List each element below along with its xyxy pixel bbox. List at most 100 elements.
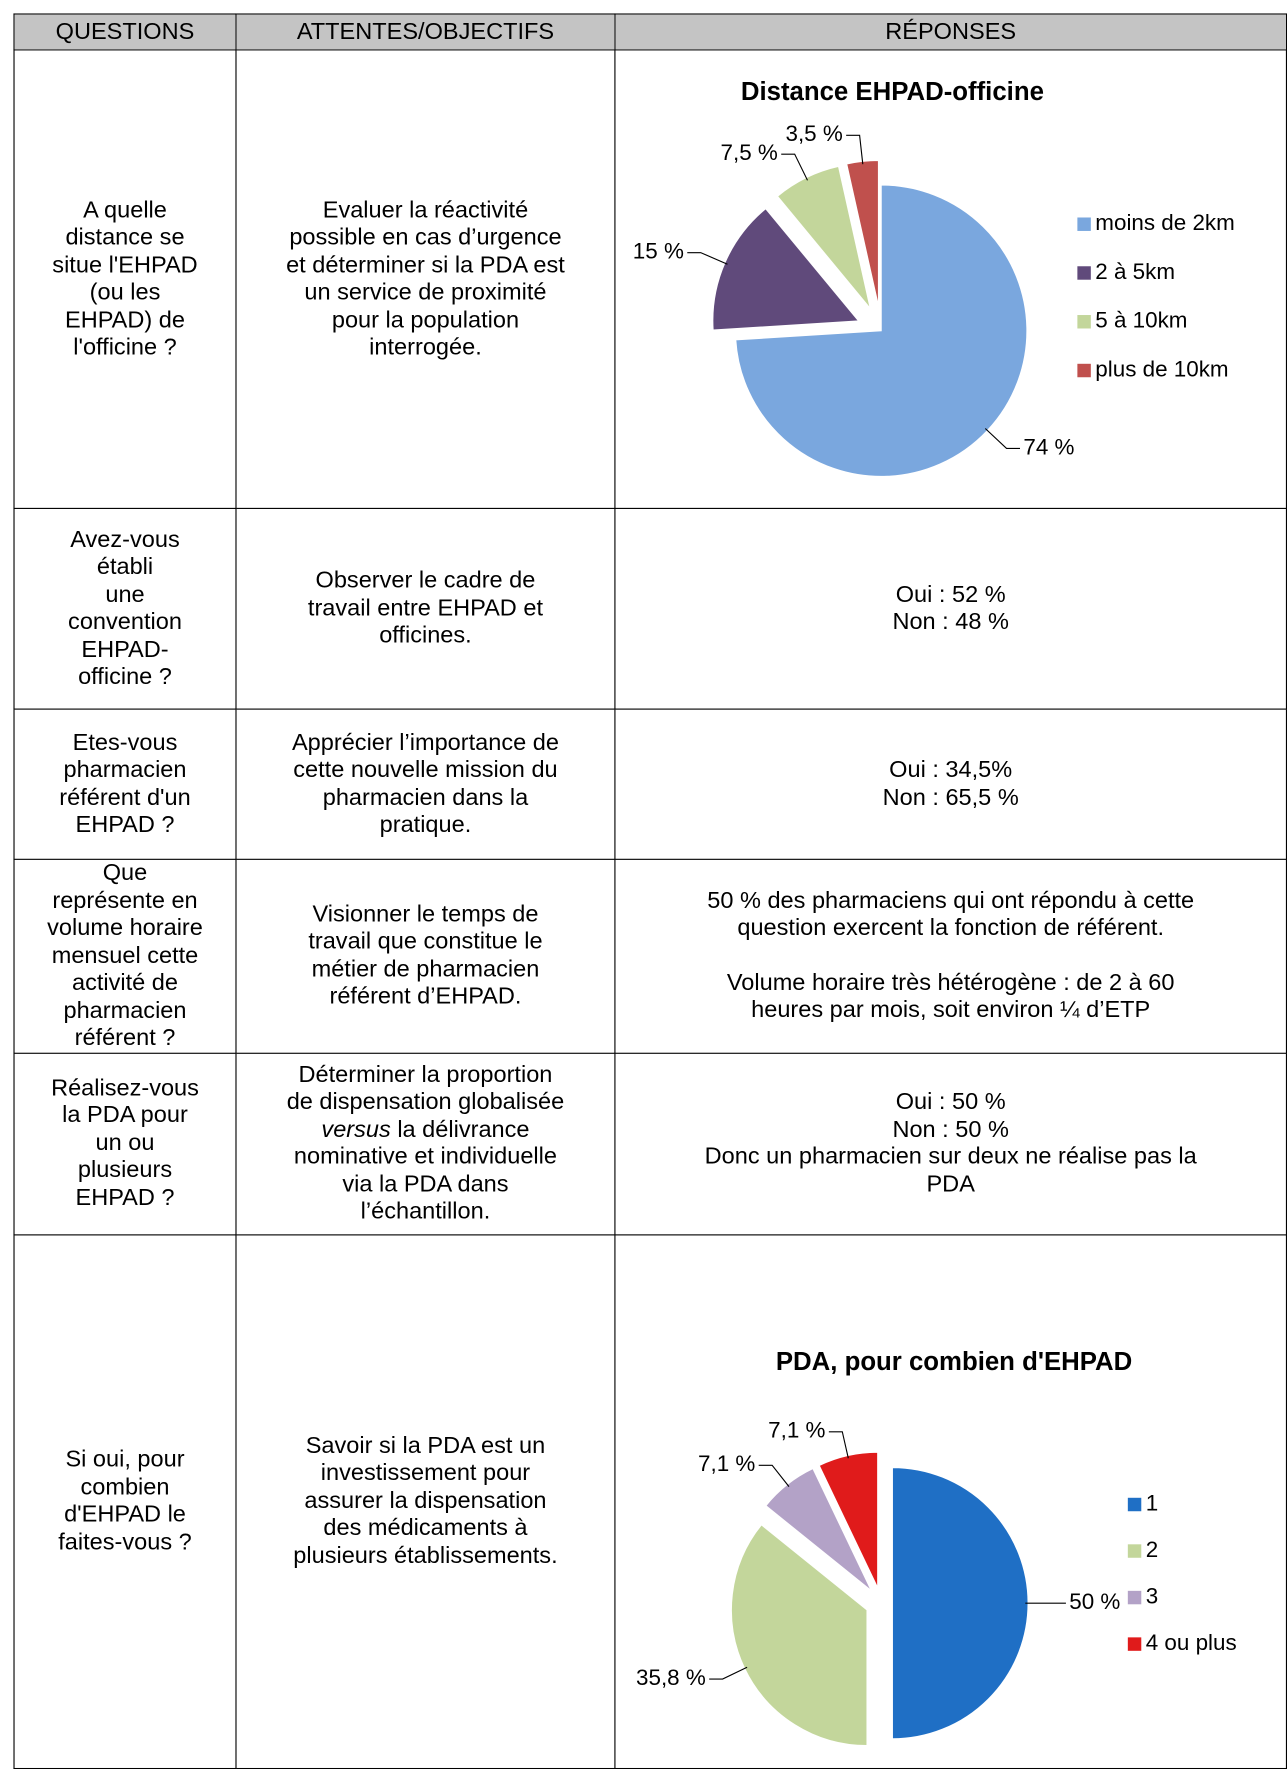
text-line: Apprécier l’importance de xyxy=(291,729,559,756)
text-line: référent ? xyxy=(74,1024,176,1051)
legend-label: plus de 10km xyxy=(1095,356,1228,381)
text-block: A quelle distance se situe l'EHPAD (ou les E… xyxy=(15,197,236,362)
text-line: officine ? xyxy=(78,663,172,690)
chart-title: Distance EHPAD-officine xyxy=(741,78,1044,106)
text-line: interrogée. xyxy=(369,334,482,360)
leader-line xyxy=(846,134,864,165)
table-row: Avez-vous établi une convention EHPAD-offici… xyxy=(13,507,1287,710)
text-block: Réalisez-vous la PDA pour un ou plusieurs EH… xyxy=(15,1075,236,1212)
text-line: situe l'EHPAD xyxy=(52,251,198,278)
question-cell: A quelle distance se situe l'EHPAD (ou les E… xyxy=(13,49,237,509)
table-row: A quelle distance se situe l'EHPAD (ou les E… xyxy=(13,49,1287,509)
text-line: (ou les xyxy=(89,279,161,305)
text-line: volume horaire xyxy=(47,914,203,941)
text-line: Déterminer la proportion xyxy=(298,1061,553,1087)
objective-cell: Observer le cadre de travail entre EHPAD … xyxy=(235,507,616,710)
leader-line xyxy=(758,1464,790,1487)
text-line: 50 % des pharmaciens qui ont répondu à c… xyxy=(707,887,1195,914)
text-line: EHPAD) de xyxy=(65,306,185,333)
objective-cell: Apprécier l’importance de cette nouvelle … xyxy=(235,708,616,860)
legend-label: 1 xyxy=(1146,1490,1158,1515)
response-cell: Oui : 34,5% Non : 65,5 % xyxy=(614,708,1287,860)
text-line: Non : 50 % xyxy=(892,1116,1009,1142)
text-line: question exercent la fonction de référen… xyxy=(737,915,1165,941)
text-line: combien xyxy=(80,1473,170,1500)
text-line: l'officine ? xyxy=(73,334,177,360)
text-line: Volume horaire très hétérogène : de 2 à … xyxy=(726,969,1175,996)
legend-swatch xyxy=(1127,1543,1142,1558)
legend-swatch xyxy=(1127,1590,1142,1604)
text-line: nominative et individuelle xyxy=(293,1143,557,1170)
text-line: Donc un pharmacien sur deux ne réalise p… xyxy=(704,1143,1197,1170)
legend-swatch xyxy=(1077,363,1091,378)
text-line: pratique. xyxy=(379,811,472,838)
objective-cell: Déterminer la proportion de dispensation … xyxy=(235,1052,616,1235)
text-line: A quelle xyxy=(83,196,167,223)
text-line: Non : 65,5 % xyxy=(882,784,1019,810)
text-block: Avez-vous établi une convention EHPAD-offici… xyxy=(15,526,236,691)
value-label: 50 % xyxy=(1069,1589,1120,1614)
response-cell: Oui : 50 % Non : 50 % Donc un pharmacien s… xyxy=(614,1052,1287,1235)
text-line: Réalisez-vous xyxy=(51,1074,199,1101)
chart-title: PDA, pour combien d'EHPAD xyxy=(776,1348,1132,1376)
question-cell: Réalisez-vous la PDA pour un ou plusieurs EH… xyxy=(13,1052,237,1235)
text-line: Si oui, pour xyxy=(65,1446,185,1473)
pie-slice xyxy=(891,1466,1029,1739)
response-cell: 50 % des pharmaciens qui ont répondu à c… xyxy=(614,858,1287,1054)
text-block: Evaluer la réactivité possible en cas d’u… xyxy=(237,197,615,362)
leader-line xyxy=(828,1430,849,1458)
text-block: Volume horaire très hétérogène : de 2 à … xyxy=(615,969,1285,1024)
text-line: Oui : 50 % xyxy=(895,1088,1006,1115)
legend-swatch xyxy=(1127,1636,1142,1651)
text-line: l’échantillon. xyxy=(360,1198,491,1225)
text-line: Oui : 52 % xyxy=(895,581,1006,608)
question-cell: Etes-vous pharmacien référent d'un EHPAD ? xyxy=(13,708,237,860)
text-line: plusieurs établissements. xyxy=(293,1542,558,1569)
objective-cell: Visionner le temps de travail que constit… xyxy=(235,858,616,1054)
text-line: de dispensation globalisée xyxy=(286,1088,565,1115)
header-cell: ATTENTES/OBJECTIFS xyxy=(235,13,616,51)
text-line: la PDA pour xyxy=(62,1102,188,1129)
header-cell: QUESTIONS xyxy=(13,13,237,51)
text-line: plusieurs xyxy=(77,1157,173,1184)
text-line: faites-vous ? xyxy=(58,1528,192,1555)
objective-cell: Evaluer la réactivité possible en cas d’u… xyxy=(235,49,616,509)
question-cell: Si oui, pour combien d'EHPAD le faites-vous… xyxy=(13,1233,237,1769)
legend-label: 3 xyxy=(1146,1583,1158,1608)
text-line: référent d'un xyxy=(59,784,191,810)
value-label: 7,5 % xyxy=(721,140,778,165)
value-label: 15 % xyxy=(633,239,684,264)
text-line: PDA xyxy=(926,1170,975,1197)
leader-line xyxy=(984,428,1021,450)
question-cell: Que représente en volume horaire mensuel ce… xyxy=(13,858,237,1054)
text-line: Savoir si la PDA est un xyxy=(305,1432,546,1459)
text-block: Savoir si la PDA est un investissement po… xyxy=(237,1432,615,1569)
text-line: un service de proximité xyxy=(304,279,547,305)
legend-swatch xyxy=(1077,217,1091,231)
text-line: Avez-vous xyxy=(70,526,180,553)
legend-swatch xyxy=(1077,315,1091,329)
legend-label: moins de 2km xyxy=(1095,210,1234,235)
header-cell: RÉPONSES xyxy=(614,13,1287,51)
text-line: Observer le cadre de xyxy=(315,567,536,594)
text-block: Apprécier l’importance de cette nouvelle … xyxy=(237,729,615,839)
value-label: 74 % xyxy=(1023,434,1074,459)
pie-chart: PDA, pour combien d'EHPAD 50 % 1 35,8 % 2 7,1… xyxy=(636,1348,1237,1746)
legend-label: 4 ou plus xyxy=(1146,1629,1237,1654)
leader-line xyxy=(781,153,809,181)
text-block: Que représente en volume horaire mensuel ce… xyxy=(15,860,236,1052)
value-label: 7,1 % xyxy=(698,1451,755,1476)
text-line: Que xyxy=(102,859,148,886)
table-row: Si oui, pour combien d'EHPAD le faites-vous… xyxy=(13,1233,1287,1769)
value-label: 3,5 % xyxy=(785,121,842,146)
response-cell: Oui : 52 % Non : 48 % xyxy=(614,507,1287,710)
leader-line xyxy=(687,252,728,265)
text-line: cette nouvelle mission du xyxy=(293,756,558,783)
text-line: d'EHPAD le xyxy=(64,1501,186,1527)
text-line: pour la population xyxy=(331,306,520,333)
text-line: via la PDA dans xyxy=(342,1170,509,1197)
header-row: QUESTIONS ATTENTES/OBJECTIFS RÉPONSES xyxy=(13,13,1287,51)
text-line: Non : 48 % xyxy=(892,608,1009,635)
survey-table: QUESTIONS ATTENTES/OBJECTIFS RÉPONSES A que… xyxy=(13,13,1287,1769)
